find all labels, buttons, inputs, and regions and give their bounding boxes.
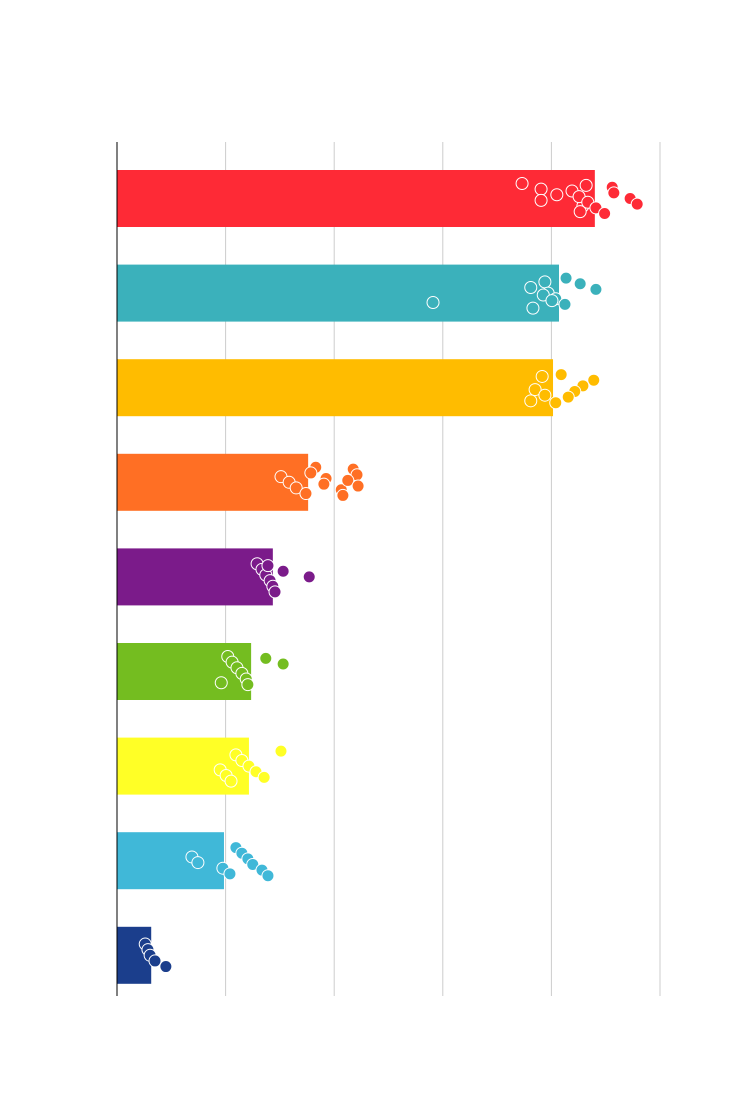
- dot: [268, 585, 282, 599]
- dot: [554, 368, 568, 382]
- dot: [274, 744, 288, 758]
- dot: [289, 481, 303, 495]
- dot: [302, 570, 316, 584]
- dot: [573, 277, 587, 291]
- dot: [549, 396, 563, 410]
- dot: [528, 383, 542, 397]
- bar: [117, 359, 554, 417]
- dot: [558, 297, 572, 311]
- dot: [261, 559, 275, 573]
- dot: [538, 275, 552, 289]
- dot: [257, 770, 271, 784]
- dot: [561, 390, 575, 404]
- dot: [426, 295, 440, 309]
- dot: [261, 869, 275, 883]
- dot: [524, 280, 538, 294]
- dot: [630, 197, 644, 211]
- dot: [224, 774, 238, 788]
- dot: [223, 867, 237, 881]
- dot: [559, 271, 573, 285]
- dot: [526, 301, 540, 315]
- dot: [524, 394, 538, 408]
- dot: [276, 657, 290, 671]
- bar: [117, 264, 560, 322]
- dot: [545, 294, 559, 308]
- dot: [304, 466, 318, 480]
- dot: [191, 856, 205, 870]
- dot: [589, 282, 603, 296]
- dot: [598, 207, 612, 220]
- dot: [259, 651, 273, 665]
- dot: [538, 388, 552, 402]
- bar: [117, 548, 273, 606]
- dot: [336, 488, 350, 502]
- dot: [515, 177, 529, 190]
- dot: [276, 564, 290, 578]
- dot: [607, 186, 621, 200]
- bar: [117, 832, 224, 890]
- dot: [579, 178, 593, 192]
- dot: [534, 193, 548, 207]
- dot: [148, 954, 162, 968]
- dot: [214, 676, 228, 690]
- dot: [241, 678, 255, 692]
- dot: [573, 205, 587, 219]
- dot: [534, 182, 548, 196]
- dot: [351, 479, 365, 493]
- dot: [299, 487, 313, 501]
- dot: [535, 369, 549, 383]
- bar: [117, 453, 309, 511]
- dot: [341, 473, 355, 487]
- dot: [550, 188, 564, 202]
- dot: [317, 477, 331, 491]
- dot: [587, 373, 601, 387]
- bar: [117, 170, 595, 227]
- dot: [159, 960, 173, 974]
